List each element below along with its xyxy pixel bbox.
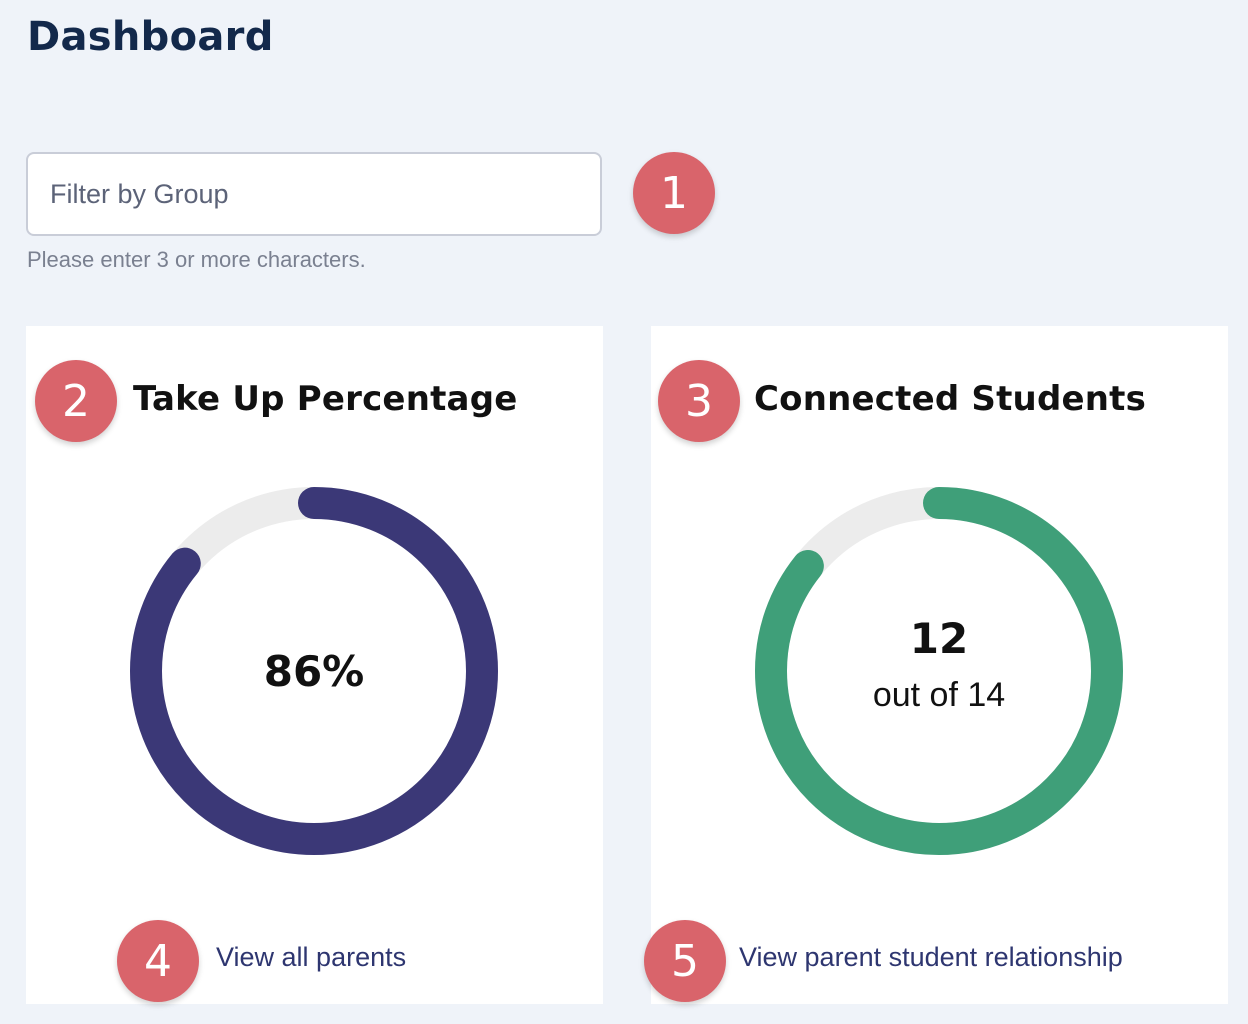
view-parent-student-relationship-link[interactable]: View parent student relationship — [739, 942, 1123, 972]
annotation-badge-1: 1 — [633, 152, 715, 234]
connected-ring-center: 12 out of 14 — [754, 486, 1124, 856]
take-up-percentage-value: 86% — [263, 646, 365, 696]
annotation-badge-2: 2 — [35, 360, 117, 442]
annotation-badge-3: 3 — [658, 360, 740, 442]
connected-ring-svg — [755, 487, 1123, 855]
take-up-ring-chart: 86% — [129, 486, 499, 856]
take-up-percentage-card — [26, 326, 603, 1004]
connected-students-card — [651, 326, 1228, 1004]
connected-students-count: 12 — [909, 614, 969, 663]
take-up-ring-svg — [130, 487, 498, 855]
connected-students-total: out of 14 — [872, 676, 1006, 714]
take-up-ring-center: 86% — [129, 486, 499, 856]
annotation-badge-5: 5 — [644, 920, 726, 1002]
page-title: Dashboard — [27, 14, 274, 60]
filter-by-group-input[interactable] — [26, 152, 602, 236]
connected-ring-progress — [755, 487, 1123, 855]
view-all-parents-link[interactable]: View all parents — [216, 942, 407, 972]
connected-students-title: Connected Students — [754, 379, 1147, 419]
take-up-ring-progress — [130, 487, 498, 855]
take-up-percentage-title: Take Up Percentage — [133, 379, 518, 419]
annotation-badge-4: 4 — [117, 920, 199, 1002]
filter-helper-text: Please enter 3 or more characters. — [27, 247, 366, 272]
connected-students-ring-chart: 12 out of 14 — [754, 486, 1124, 856]
